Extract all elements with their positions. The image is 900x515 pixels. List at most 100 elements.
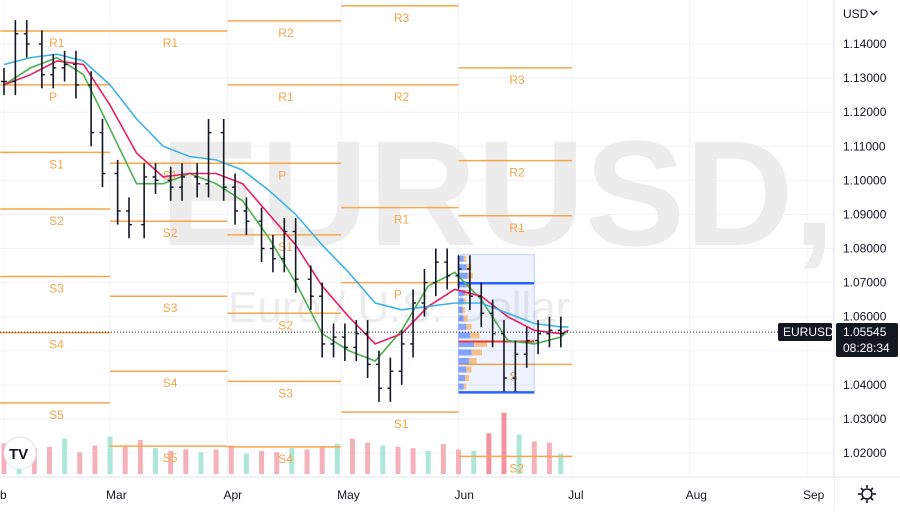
volume-bar <box>349 438 355 474</box>
y-tick-label: 1.08000 <box>843 242 887 256</box>
x-tick-label: b <box>0 488 7 502</box>
volume-bar <box>395 446 401 474</box>
volume-bar <box>46 446 52 474</box>
profile-blue-bar <box>458 315 464 322</box>
last-price-text: 1.05545 <box>843 325 887 339</box>
pivot-label: S5 <box>163 451 178 465</box>
y-tick-label: 1.14000 <box>843 37 887 51</box>
profile-blue-bar <box>458 323 467 330</box>
pivot-label: R1 <box>509 221 525 235</box>
profile-orange-bar <box>471 349 482 356</box>
watermark-description: Euro / U.S. Dollar <box>228 283 570 332</box>
pivot-label: S2 <box>49 214 64 228</box>
pivot-label: S3 <box>278 386 293 400</box>
pivot-label: R3 <box>394 11 410 25</box>
volume-bar <box>546 442 552 474</box>
volume-bar <box>456 449 462 474</box>
grid <box>0 0 834 477</box>
x-tick-label: Apr <box>223 488 242 502</box>
profile-orange-bar <box>474 340 488 347</box>
y-tick-label: 1.10000 <box>843 173 887 187</box>
pivot-label: S4 <box>163 376 178 390</box>
profile-orange-bar <box>466 323 472 330</box>
currency-selector[interactable]: USD <box>843 7 878 21</box>
volume-bar <box>168 450 174 474</box>
volume-bar <box>183 449 189 474</box>
pivot-label: R2 <box>278 26 294 40</box>
volume-bar <box>410 448 416 474</box>
pivot-label: R1 <box>278 90 294 104</box>
volume-bar <box>153 448 159 474</box>
pivot-label: R2 <box>509 166 525 180</box>
profile-blue-bar <box>458 366 467 373</box>
pivot-label: R1 <box>49 36 65 50</box>
y-tick-label: 1.09000 <box>843 207 887 221</box>
volume-bar <box>531 441 537 474</box>
pivot-label: S1 <box>394 417 409 431</box>
x-tick-label: Aug <box>686 488 707 502</box>
x-axis-ticks: b Mar Apr May Jun Jul Aug Sep <box>0 488 825 502</box>
volume-bars <box>1 412 564 474</box>
pivot-label: S1 <box>49 157 64 171</box>
symbol-price-badge: EURUSD 1.05545 08:28:34 <box>778 323 898 357</box>
y-tick-label: 1.07000 <box>843 276 887 290</box>
countdown-text: 08:28:34 <box>843 341 890 355</box>
currency-label[interactable]: USD <box>843 7 869 21</box>
pivot-label: S4 <box>49 338 64 352</box>
volume-bar <box>137 440 143 474</box>
profile-orange-bar <box>468 357 477 364</box>
x-tick-label: Mar <box>106 488 127 502</box>
volume-bar <box>516 434 522 474</box>
profile-orange-bar <box>462 306 466 313</box>
volume-bar <box>77 452 83 474</box>
sma_slow-line <box>3 53 569 328</box>
pivot-label: S1 <box>278 240 293 254</box>
profile-orange-bar <box>463 298 467 305</box>
volume-bar <box>486 433 492 474</box>
chevron-down-icon[interactable] <box>869 10 878 16</box>
pivot-label: S3 <box>163 301 178 315</box>
profile-orange-bar <box>470 332 480 339</box>
y-tick-label: 1.06000 <box>843 310 887 324</box>
watermark: EURUSD, 1D Euro / U.S. Dollar <box>160 109 900 332</box>
volume-bar <box>92 445 98 474</box>
profile-orange-bar <box>463 383 467 390</box>
price-bars <box>1 20 564 402</box>
logo-text[interactable]: TV <box>9 446 28 463</box>
volume-bar <box>289 448 295 474</box>
gear-icon[interactable] <box>861 488 873 500</box>
pivot-label: S4 <box>278 452 293 466</box>
volume-bar <box>243 453 249 474</box>
pivot-label: R2 <box>394 90 410 104</box>
volume-bar <box>228 445 234 474</box>
volume-bar <box>62 438 68 474</box>
pivot-label: S2 <box>278 318 293 332</box>
tradingview-logo[interactable]: TV <box>3 436 37 470</box>
x-tick-label: Sep <box>803 488 825 502</box>
profile-orange-bar <box>463 255 467 262</box>
profile-blue-bar <box>458 298 464 305</box>
volume-bar <box>304 449 310 474</box>
volume-bar <box>471 450 477 474</box>
x-tick-label: Jul <box>568 488 583 502</box>
volume-bar <box>107 436 113 474</box>
pivot-label: S <box>509 369 517 383</box>
volume-bar <box>259 450 265 474</box>
profile-orange-bar <box>463 315 468 322</box>
profile-blue-bar <box>458 332 471 339</box>
pivot-label: S5 <box>49 408 64 422</box>
watermark-symbol: EURUSD, 1D <box>160 109 900 277</box>
profile-blue-bar <box>458 383 464 390</box>
volume-bar <box>213 449 219 474</box>
x-tick-label: May <box>337 488 360 502</box>
profile-blue-bar <box>458 375 466 382</box>
gear-teeth <box>858 485 876 503</box>
y-tick-label: 1.03000 <box>843 412 887 426</box>
profile-blue-bar <box>458 340 475 347</box>
pivot-label: P <box>49 90 57 104</box>
settings-button[interactable] <box>858 485 876 503</box>
volume-bar <box>1 443 7 474</box>
pivot-label: R3 <box>509 73 525 87</box>
